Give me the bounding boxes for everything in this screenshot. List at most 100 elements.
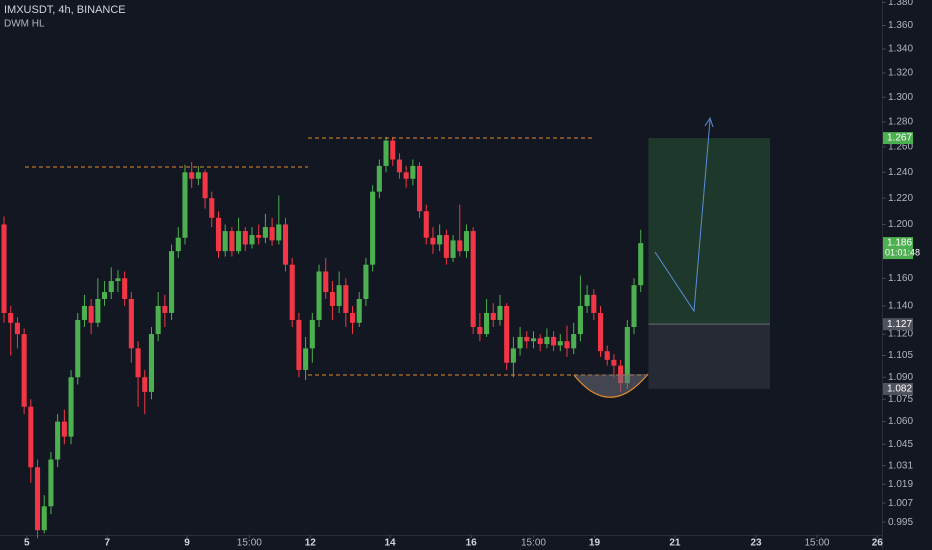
y-tick-label: 1.300 bbox=[888, 92, 913, 103]
candle-body bbox=[222, 231, 228, 252]
projection-arrowhead bbox=[704, 116, 714, 128]
y-tick-label: 1.260 bbox=[888, 142, 913, 153]
countdown: 01:01:48 bbox=[885, 247, 920, 257]
candle-body bbox=[41, 506, 47, 531]
candle-body bbox=[383, 140, 389, 166]
arc bbox=[573, 373, 649, 398]
candle-body bbox=[81, 305, 87, 320]
candle-body bbox=[262, 227, 268, 238]
candle-body bbox=[48, 459, 54, 507]
candle-body bbox=[256, 235, 262, 238]
price-label: 1.082 bbox=[887, 384, 912, 395]
y-tick-label: 1.019 bbox=[888, 479, 913, 490]
candle-body bbox=[410, 165, 416, 179]
candle-body bbox=[564, 341, 570, 349]
candle-body bbox=[175, 237, 181, 252]
candle-body bbox=[343, 285, 349, 313]
x-tick-label: 12 bbox=[305, 538, 317, 549]
candle-body bbox=[249, 235, 255, 245]
candle-body bbox=[316, 271, 322, 320]
candle-body bbox=[75, 319, 81, 378]
candle-body bbox=[510, 348, 516, 363]
candle-body bbox=[631, 285, 637, 328]
y-tick-label: 1.320 bbox=[888, 68, 913, 79]
candle-body bbox=[591, 294, 597, 313]
y-tick-label: 1.220 bbox=[888, 193, 913, 204]
candle-body bbox=[303, 348, 309, 370]
price-label: 1.186 bbox=[887, 238, 912, 249]
candle-body bbox=[349, 312, 356, 323]
candle-body bbox=[229, 231, 235, 252]
x-tick-label: 7 bbox=[104, 538, 110, 549]
candle-body bbox=[182, 172, 188, 238]
candle-body bbox=[108, 281, 114, 293]
y-tick-label: 1.045 bbox=[888, 439, 913, 450]
candle-body bbox=[423, 211, 429, 238]
symbol-title: IMXUSDT, 4h, BINANCE bbox=[4, 4, 126, 16]
candle-body bbox=[396, 159, 402, 173]
candle-body bbox=[356, 298, 362, 323]
candle-body bbox=[618, 365, 624, 384]
candle-body bbox=[530, 338, 537, 342]
candle-body bbox=[88, 305, 94, 323]
candle-body bbox=[524, 336, 530, 342]
y-tick-label: 1.075 bbox=[888, 394, 913, 405]
y-tick-label: 1.007 bbox=[888, 498, 913, 509]
candle-body bbox=[296, 319, 302, 370]
candle-body bbox=[162, 305, 168, 313]
candle-body bbox=[403, 172, 409, 179]
candle-body bbox=[571, 334, 577, 349]
x-tick-label: 23 bbox=[750, 538, 762, 549]
candle-body bbox=[504, 305, 510, 363]
candle-body bbox=[557, 341, 563, 346]
candle-body bbox=[329, 292, 335, 306]
candle-body bbox=[430, 237, 436, 245]
plot bbox=[1, 136, 770, 539]
candle-body bbox=[148, 334, 155, 392]
candle-body bbox=[128, 298, 134, 349]
candle-body bbox=[323, 271, 329, 293]
x-tick-label: 26 bbox=[872, 538, 884, 549]
y-tick-label: 1.120 bbox=[888, 329, 913, 340]
candle-body bbox=[195, 172, 201, 179]
candle-body bbox=[417, 165, 423, 212]
candle-body bbox=[115, 278, 121, 282]
candle-body bbox=[484, 312, 490, 335]
projection-path bbox=[654, 119, 711, 313]
candle-body bbox=[463, 231, 470, 252]
candle-body bbox=[169, 251, 175, 313]
y-tick-label: 1.140 bbox=[888, 301, 913, 312]
x-tick-label: 19 bbox=[589, 538, 601, 549]
y-tick-label: 1.240 bbox=[888, 167, 913, 178]
target-zone bbox=[648, 138, 770, 325]
candle-body bbox=[597, 312, 604, 352]
candle-body bbox=[544, 336, 550, 345]
candle-body bbox=[14, 322, 20, 335]
candle-body bbox=[142, 377, 148, 392]
x-tick-label: 21 bbox=[669, 538, 681, 549]
candle-body bbox=[242, 231, 248, 245]
candle-body bbox=[450, 240, 456, 258]
candle-body bbox=[289, 264, 295, 320]
price-label-bg bbox=[883, 132, 913, 145]
candle-body bbox=[155, 305, 161, 335]
candle-body bbox=[470, 231, 476, 328]
candle-body bbox=[477, 327, 483, 335]
candle-body bbox=[517, 336, 523, 349]
y-tick-label: 1.160 bbox=[888, 273, 913, 284]
candle-body bbox=[269, 227, 275, 241]
candle-body bbox=[34, 467, 41, 531]
price-label: 1.267 bbox=[887, 133, 912, 144]
candle-body bbox=[390, 140, 396, 160]
indicator-name: DWM HL bbox=[4, 19, 45, 30]
candle-body bbox=[604, 351, 610, 360]
candle-body bbox=[336, 285, 342, 306]
candle-body bbox=[8, 312, 14, 323]
y-tick-label: 1.280 bbox=[888, 116, 913, 127]
x-tick-label: 16 bbox=[466, 538, 478, 549]
candle-body bbox=[376, 165, 382, 192]
candle-body bbox=[61, 421, 67, 437]
candle-body bbox=[135, 348, 141, 378]
candle-body bbox=[28, 406, 34, 468]
x-tick-label: 9 bbox=[184, 538, 190, 549]
